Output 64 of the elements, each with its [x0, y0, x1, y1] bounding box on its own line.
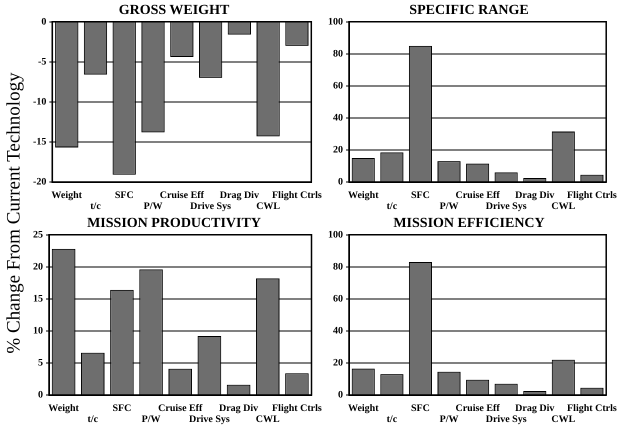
x-tick-label: CWL [551, 201, 576, 212]
x-tick-label: SFC [112, 403, 132, 414]
y-tick-label: 80 [333, 48, 343, 60]
y-tick-label: 20 [333, 358, 343, 369]
x-tick-label: P/W [440, 414, 458, 425]
y-tick-label: -5 [38, 56, 46, 68]
x-tick-label: Cruise Eff [158, 403, 203, 414]
x-tick-label: Weight [348, 190, 380, 202]
x-tick-label: P/W [440, 201, 458, 212]
y-tick-label: 0 [338, 176, 343, 188]
y-tick-label: 5 [38, 358, 43, 369]
x-tick-label: t/c [386, 414, 398, 425]
chart-title: MISSION EFFICIENCY [393, 216, 545, 232]
x-tick-label: t/c [386, 201, 398, 212]
y-tick-label: 100 [328, 16, 343, 28]
x-tick-label: CWL [256, 201, 280, 212]
y-tick-label: 0 [38, 390, 43, 401]
y-tick-label: -20 [32, 176, 46, 188]
x-tick-label: Drive Sys [486, 414, 527, 425]
x-tick-label: Weight [348, 403, 380, 414]
x-tick-label: Drag Div [220, 190, 259, 202]
x-tick-label: Weight [48, 403, 80, 414]
x-tick-label: t/c [90, 201, 102, 212]
y-tick-label: -10 [32, 96, 46, 108]
x-tick-label: Drive Sys [190, 201, 232, 212]
y-tick-label: 80 [333, 261, 343, 272]
x-tick-label: Drag Div [515, 403, 554, 414]
x-tick-label: Drive Sys [188, 414, 230, 425]
y-tick-label: 10 [33, 326, 43, 336]
y-tick-label: 60 [333, 293, 343, 304]
x-tick-label: Cruise Eff [456, 403, 500, 414]
chart-title: SPECIFIC RANGE [409, 3, 529, 18]
y-axis-title: % Change From Current Technology [4, 72, 26, 354]
y-tick-label: 20 [333, 144, 343, 156]
x-tick-label: SFC [114, 190, 134, 202]
x-tick-label: Cruise Eff [456, 190, 500, 202]
x-tick-label: SFC [410, 190, 430, 202]
x-tick-label: CWL [256, 414, 280, 425]
x-tick-label: t/c [87, 414, 99, 425]
x-tick-label: Drag Div [219, 403, 258, 414]
y-tick-label: 40 [333, 112, 343, 124]
y-tick-label: 20 [33, 261, 43, 272]
x-tick-label: Weight [51, 190, 83, 202]
x-tick-label: Flight Ctrls [567, 190, 617, 202]
y-tick-label: 60 [333, 80, 343, 92]
x-tick-label: P/W [144, 201, 162, 212]
x-tick-label: Flight Ctrls [272, 403, 322, 414]
y-tick-label: 25 [33, 229, 43, 240]
x-tick-label: Flight Ctrls [567, 403, 617, 414]
x-tick-label: Drag Div [515, 190, 554, 202]
y-tick-label: 0 [338, 390, 343, 401]
y-tick-label: 0 [41, 16, 46, 28]
x-tick-label: Drive Sys [486, 201, 527, 212]
chart-title: GROSS WEIGHT [118, 3, 230, 18]
y-tick-label: 15 [33, 293, 43, 304]
x-tick-label: CWL [551, 414, 576, 425]
y-tick-label: 40 [333, 326, 343, 336]
chart-title: MISSION PRODUCTIVITY [87, 216, 261, 232]
x-tick-label: Cruise Eff [160, 190, 205, 202]
x-tick-label: Flight Ctrls [272, 190, 322, 202]
y-tick-label: 100 [328, 229, 343, 240]
y-tick-label: -15 [32, 136, 46, 148]
x-tick-label: SFC [410, 403, 430, 414]
x-tick-label: P/W [142, 414, 161, 425]
